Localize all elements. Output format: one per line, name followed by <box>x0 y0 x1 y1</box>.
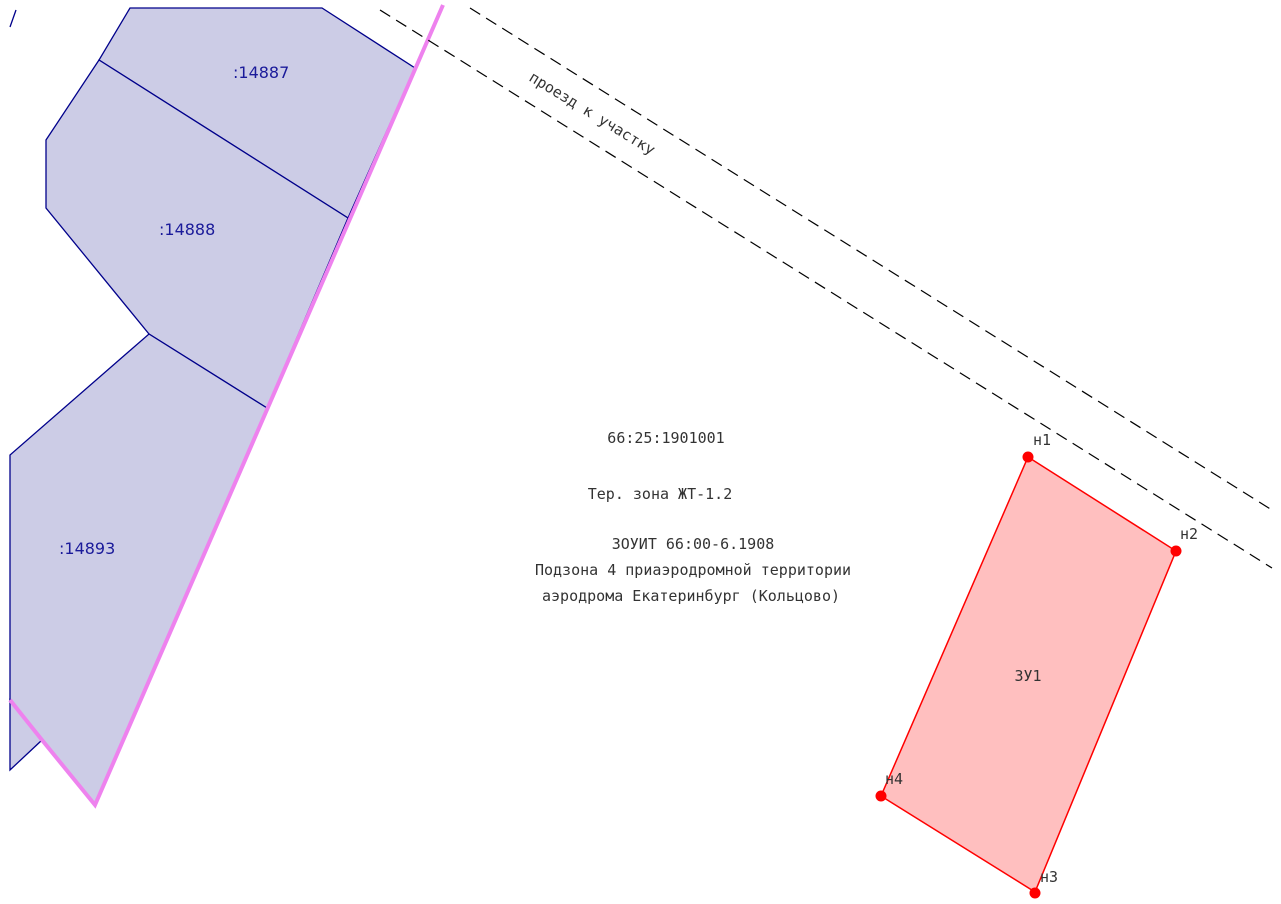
quarter-number-label: 66:25:1901001 <box>607 429 724 447</box>
road-line-upper <box>469 7 1273 511</box>
boundary-points <box>875 451 1182 899</box>
point-n2-marker[interactable] <box>1170 545 1182 557</box>
point-n4-label: н4 <box>885 770 903 788</box>
zouit-label-line2: Подзона 4 приаэродромной территории <box>535 561 851 579</box>
point-n1-label: н1 <box>1033 431 1051 449</box>
existing-parcels <box>9 7 416 807</box>
parcel-14887-label: :14887 <box>233 63 289 82</box>
parcel-14893-label: :14893 <box>59 539 115 558</box>
zouit-label-line3: аэродрома Екатеринбург (Кольцово) <box>542 587 840 605</box>
parcel-14893[interactable] <box>9 333 268 807</box>
zone-label: Тер. зона ЖТ-1.2 <box>588 485 733 503</box>
road-line-lower <box>379 9 1273 569</box>
territorial-boundary-line <box>8 4 445 809</box>
point-n2-label: н2 <box>1180 525 1198 543</box>
road-lines <box>379 7 1273 569</box>
zouit-label-line1: ЗОУИТ 66:00-6.1908 <box>612 535 775 553</box>
parcel-14888-label: :14888 <box>159 220 215 239</box>
point-n3-marker[interactable] <box>1029 887 1041 899</box>
point-n3-label: н3 <box>1040 868 1058 886</box>
point-n4-marker[interactable] <box>875 790 887 802</box>
new-parcel-label: ЗУ1 <box>1014 667 1041 685</box>
parcel-edge-top-left <box>9 9 17 28</box>
point-n1-marker[interactable] <box>1022 451 1034 463</box>
